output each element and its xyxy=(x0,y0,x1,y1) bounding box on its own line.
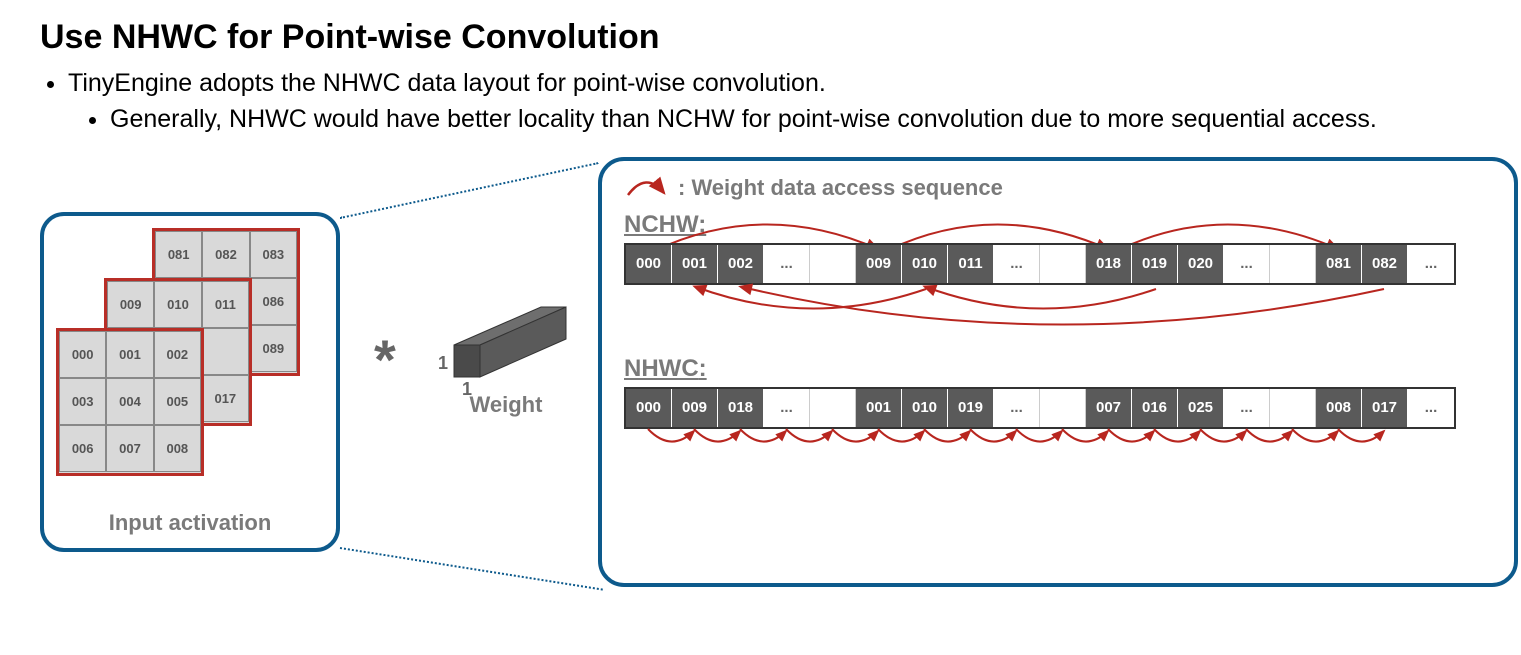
seq-cell xyxy=(810,245,856,283)
cell: 009 xyxy=(107,281,154,328)
nchw-row: 000001002... 009010011... 018019020... 0810… xyxy=(624,243,1492,293)
tensor-stack: ···· 081 082 083 085 086 088 089 009 010… xyxy=(56,228,316,488)
seq-cell: 010 xyxy=(902,245,948,283)
seq-cell: ... xyxy=(1408,245,1454,283)
seq-cell: ... xyxy=(994,389,1040,427)
nhwc-cells: 000009018... 001010019... 007016025... 0080… xyxy=(624,387,1456,429)
bullet-sub: Generally, NHWC would have better locali… xyxy=(110,103,1481,137)
convolution-star-icon: * xyxy=(374,327,396,392)
seq-cell: ... xyxy=(1224,389,1270,427)
cell: 008 xyxy=(154,425,201,472)
access-sequence-box: : Weight data access sequence NCHW: 0000… xyxy=(598,157,1518,587)
cell: 089 xyxy=(250,325,297,372)
cell: 011 xyxy=(202,281,249,328)
seq-cell: ... xyxy=(764,245,810,283)
seq-cell: 017 xyxy=(1362,389,1408,427)
cell: 004 xyxy=(106,378,153,425)
bullet-list: TinyEngine adopts the NHWC data layout f… xyxy=(68,67,1481,137)
seq-cell xyxy=(1270,245,1316,283)
cell: 082 xyxy=(202,231,249,278)
seq-cell: 081 xyxy=(1316,245,1362,283)
legend-text: : Weight data access sequence xyxy=(678,175,1003,201)
weight-dim-w: 1 xyxy=(462,379,472,400)
nhwc-row: 000009018... 001010019... 007016025... 0080… xyxy=(624,387,1492,437)
seq-cell: 020 xyxy=(1178,245,1224,283)
cell: 006 xyxy=(59,425,106,472)
seq-cell: 010 xyxy=(902,389,948,427)
seq-cell: 001 xyxy=(672,245,718,283)
weight-dim-h: 1 xyxy=(438,353,448,374)
arrow-arc-icon xyxy=(624,175,670,201)
seq-cell: 009 xyxy=(856,245,902,283)
seq-cell xyxy=(1040,389,1086,427)
seq-cell: 019 xyxy=(1132,245,1178,283)
seq-cell xyxy=(810,389,856,427)
seq-cell xyxy=(1040,245,1086,283)
input-activation-label: Input activation xyxy=(44,510,336,536)
seq-cell: ... xyxy=(1224,245,1270,283)
seq-cell: 002 xyxy=(718,245,764,283)
cell xyxy=(202,328,249,375)
page-title: Use NHWC for Point-wise Convolution xyxy=(40,18,1481,57)
cell: 017 xyxy=(202,375,249,422)
bullet-main: TinyEngine adopts the NHWC data layout f… xyxy=(68,67,1481,101)
input-activation-box: ···· 081 082 083 085 086 088 089 009 010… xyxy=(40,212,340,552)
nchw-label: NCHW: xyxy=(624,211,1492,239)
seq-cell: 018 xyxy=(718,389,764,427)
cell: 081 xyxy=(155,231,202,278)
weight-block: 1 1 Weight xyxy=(436,287,576,418)
cell: 086 xyxy=(250,278,297,325)
dash-connector-bottom xyxy=(340,547,603,591)
seq-cell: 009 xyxy=(672,389,718,427)
nhwc-arcs xyxy=(624,423,1494,463)
dash-connector-top xyxy=(340,162,599,219)
seq-cell: 025 xyxy=(1178,389,1224,427)
nhwc-label: NHWC: xyxy=(624,355,1492,383)
seq-cell: ... xyxy=(994,245,1040,283)
tensor-front: 000 001 002 003 004 005 006 007 008 xyxy=(56,328,204,476)
cell: 001 xyxy=(106,331,153,378)
cell: 083 xyxy=(250,231,297,278)
cell: 000 xyxy=(59,331,106,378)
weight-cube-icon xyxy=(436,287,576,382)
legend: : Weight data access sequence xyxy=(624,175,1492,201)
seq-cell xyxy=(1270,389,1316,427)
seq-cell: 008 xyxy=(1316,389,1362,427)
seq-cell: 000 xyxy=(626,245,672,283)
seq-cell: 082 xyxy=(1362,245,1408,283)
cell: 007 xyxy=(106,425,153,472)
seq-cell: 018 xyxy=(1086,245,1132,283)
seq-cell: 001 xyxy=(856,389,902,427)
diagram-area: ···· 081 082 083 085 086 088 089 009 010… xyxy=(40,157,1481,587)
seq-cell: 019 xyxy=(948,389,994,427)
nchw-arcs-bottom xyxy=(624,281,1494,351)
seq-cell: 016 xyxy=(1132,389,1178,427)
seq-cell: ... xyxy=(1408,389,1454,427)
weight-label: Weight xyxy=(436,392,576,418)
cell: 005 xyxy=(154,378,201,425)
cell: 002 xyxy=(154,331,201,378)
seq-cell: 000 xyxy=(626,389,672,427)
seq-cell: 007 xyxy=(1086,389,1132,427)
cell: 010 xyxy=(154,281,201,328)
seq-cell: ... xyxy=(764,389,810,427)
nchw-cells: 000001002... 009010011... 018019020... 0810… xyxy=(624,243,1456,285)
cell: 003 xyxy=(59,378,106,425)
seq-cell: 011 xyxy=(948,245,994,283)
